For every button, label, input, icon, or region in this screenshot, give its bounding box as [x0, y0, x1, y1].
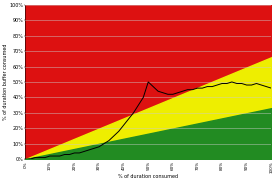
X-axis label: % of duration consumed: % of duration consumed [118, 174, 178, 179]
Y-axis label: % of duration buffer consumed: % of duration buffer consumed [3, 44, 8, 120]
